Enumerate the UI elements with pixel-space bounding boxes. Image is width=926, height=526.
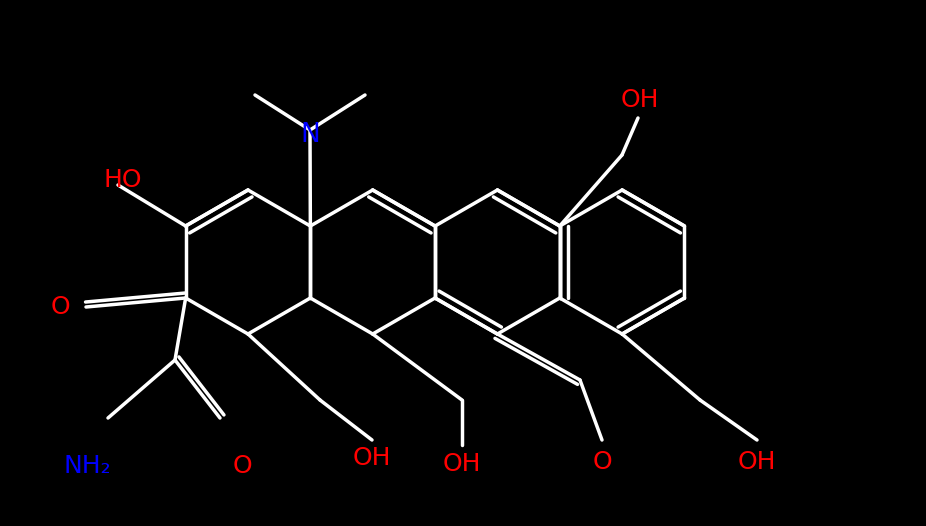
Text: NH₂: NH₂: [63, 454, 111, 478]
Text: OH: OH: [620, 88, 659, 112]
Text: O: O: [50, 295, 69, 319]
Text: O: O: [593, 450, 612, 474]
Text: N: N: [300, 122, 319, 148]
Text: HO: HO: [104, 168, 143, 192]
Text: OH: OH: [443, 452, 482, 476]
Text: OH: OH: [353, 446, 392, 470]
Text: O: O: [232, 454, 252, 478]
Text: OH: OH: [738, 450, 776, 474]
